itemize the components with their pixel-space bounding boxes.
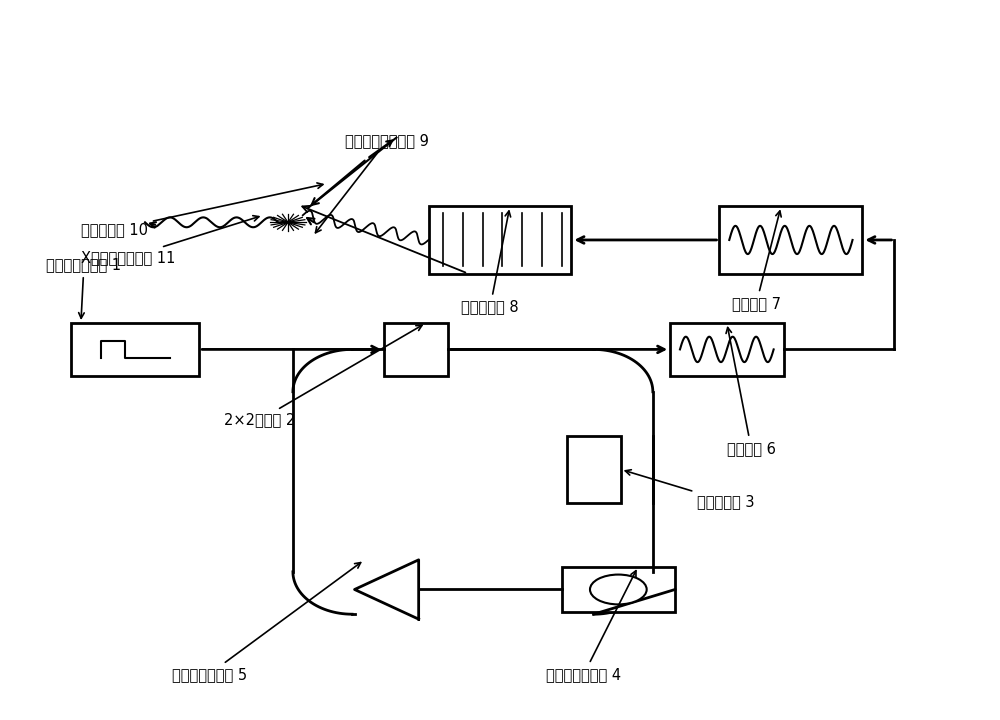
- Text: 宽带相位调制器 4: 宽带相位调制器 4: [546, 571, 636, 682]
- Text: 脉冲压缩器 8: 脉冲压缩器 8: [461, 211, 519, 315]
- Text: 可调延迟器 3: 可调延迟器 3: [625, 469, 755, 509]
- Bar: [71, 323, 199, 376]
- Text: 脉冲电子束 10: 脉冲电子束 10: [81, 183, 323, 237]
- Bar: [567, 436, 621, 503]
- Bar: [670, 323, 784, 376]
- Text: 主放大器 7: 主放大器 7: [732, 211, 781, 311]
- Text: 纳秒脉冲激光器 1: 纳秒脉冲激光器 1: [46, 257, 122, 318]
- Text: X射线源脉冲序列 11: X射线源脉冲序列 11: [81, 216, 259, 265]
- Bar: [384, 323, 448, 376]
- Text: 2×2光开关 2: 2×2光开关 2: [224, 325, 422, 428]
- Text: 增益补偿放大器 5: 增益补偿放大器 5: [172, 562, 361, 682]
- Polygon shape: [355, 560, 419, 619]
- Text: 超短激光脉冲序列 9: 超短激光脉冲序列 9: [315, 134, 429, 233]
- Ellipse shape: [590, 575, 647, 604]
- Bar: [429, 207, 571, 274]
- Text: 预放大器 6: 预放大器 6: [726, 328, 776, 456]
- Bar: [562, 567, 675, 613]
- Bar: [719, 207, 862, 274]
